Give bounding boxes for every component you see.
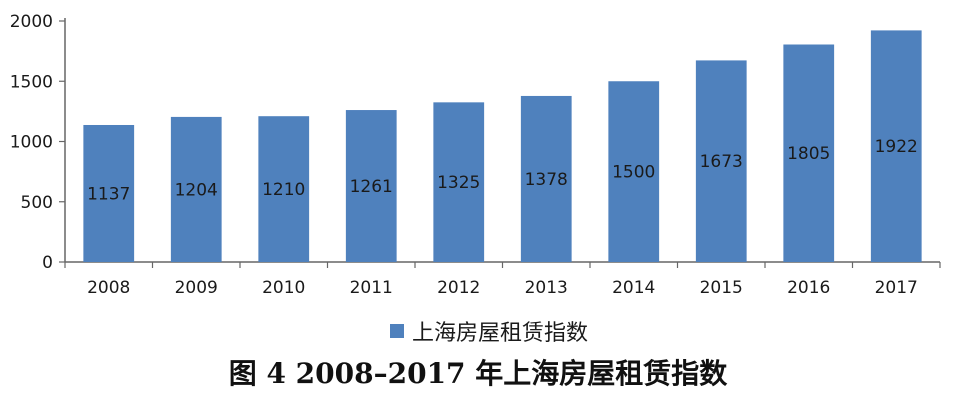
bar-value-label: 1261 xyxy=(350,177,393,197)
bar-value-label: 1325 xyxy=(437,173,480,193)
x-tick-label: 2010 xyxy=(262,278,305,298)
bar-value-label: 1204 xyxy=(175,180,218,200)
bar-value-label: 1922 xyxy=(875,137,918,157)
bar-value-label: 1805 xyxy=(787,144,830,164)
bar xyxy=(520,95,572,263)
figure-caption: 图 4 2008–2017 年上海房屋租赁指数 xyxy=(228,357,728,390)
legend-swatch xyxy=(390,324,404,338)
bar-value-label: 1137 xyxy=(87,184,130,204)
y-tick-label: 2000 xyxy=(10,12,53,32)
bar xyxy=(783,44,835,263)
bar xyxy=(870,30,922,262)
x-tick-label: 2011 xyxy=(350,278,393,298)
y-tick-label: 500 xyxy=(21,193,53,213)
x-axis: 2008 2009 2010 2011 2012 2013 2014 2015 2016 2017 xyxy=(64,261,941,298)
bar xyxy=(83,124,135,262)
x-tick-label: 2008 xyxy=(87,278,130,298)
bar xyxy=(433,102,485,263)
y-tick-label: 1500 xyxy=(10,72,53,92)
x-tick-label: 2012 xyxy=(437,278,480,298)
x-tick-label: 2017 xyxy=(875,278,918,298)
y-tick-label: 0 xyxy=(42,253,53,273)
x-tick-label: 2014 xyxy=(612,278,655,298)
bar xyxy=(258,116,310,262)
bar xyxy=(170,116,222,262)
bar xyxy=(608,81,660,262)
x-tick-label: 2013 xyxy=(525,278,568,298)
bar-value-label: 1673 xyxy=(700,152,743,172)
bar-value-label: 1210 xyxy=(262,180,305,200)
legend: 上海房屋租赁指数 xyxy=(390,315,588,347)
bar-value-label: 1500 xyxy=(612,163,655,183)
x-tick-label: 2015 xyxy=(700,278,743,298)
bar xyxy=(695,60,747,262)
y-axis: 0 500 1000 1500 2000 xyxy=(10,12,66,273)
y-tick-label: 1000 xyxy=(10,133,53,153)
bar-chart: 0 500 1000 1500 2000 2008 2009 2010 2011 2012 201… xyxy=(10,12,941,298)
x-tick-label: 2009 xyxy=(175,278,218,298)
bar-series: 1137 1204 1210 1261 1325 1378 1500 1673 1805 1922 xyxy=(83,30,922,263)
legend-label: 上海房屋租赁指数 xyxy=(412,321,589,346)
bar xyxy=(345,110,397,262)
x-tick-label: 2016 xyxy=(787,278,830,298)
bar-value-label: 1378 xyxy=(525,170,568,190)
